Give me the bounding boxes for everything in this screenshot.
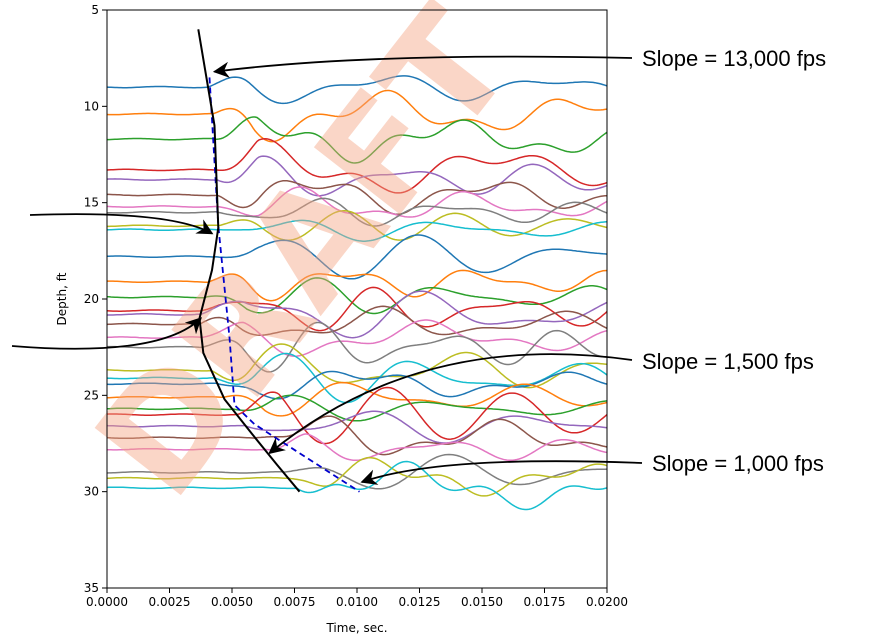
trace-line <box>107 138 607 194</box>
trace-line <box>107 89 607 143</box>
annotation-arrow <box>11 317 202 350</box>
trace-line <box>107 394 607 422</box>
trace-line <box>107 453 607 490</box>
trace-line <box>107 352 607 404</box>
y-tick-label: 10 <box>84 99 99 113</box>
x-tick-label: 0.0200 <box>586 595 628 609</box>
trace-line <box>107 75 607 105</box>
trace-line <box>107 277 607 315</box>
x-tick-label: 0.0175 <box>524 595 566 609</box>
annotation-arrow <box>29 213 214 235</box>
slope-annotation-label: Slope = 1,000 fps <box>652 451 824 476</box>
annotation-arrow <box>268 353 633 455</box>
trace-line <box>107 290 607 339</box>
trace-line <box>107 286 607 332</box>
x-axis-title: Time, sec. <box>325 621 387 635</box>
trace-line <box>107 433 607 462</box>
first-break-line <box>197 29 301 493</box>
trace-line <box>107 370 607 400</box>
y-tick-label: 15 <box>84 196 99 210</box>
trace-line <box>107 197 607 227</box>
trace-line <box>107 155 607 197</box>
trace-line <box>107 456 607 497</box>
trace-line <box>107 386 607 445</box>
y-tick-label: 30 <box>84 485 99 499</box>
seismic-traces <box>107 75 607 511</box>
slope-annotation-label: Slope = 13,000 fps <box>642 46 826 71</box>
annotation-arrow <box>360 460 643 485</box>
y-tick-label: 20 <box>84 292 99 306</box>
draft-watermark: DRAFT <box>64 0 546 528</box>
trace-line <box>107 410 607 444</box>
y-tick-label: 25 <box>84 388 99 402</box>
first-break-curve <box>197 29 301 493</box>
x-tick-label: 0.0150 <box>461 595 503 609</box>
trace-line <box>107 415 607 456</box>
x-tick-label: 0.0075 <box>274 595 316 609</box>
y-tick-label: 35 <box>84 581 99 595</box>
slope-annotation-label: Slope = 1,500 fps <box>642 349 814 374</box>
y-tick-label: 5 <box>91 3 99 17</box>
x-tick-label: 0.0000 <box>86 595 128 609</box>
watermark-text: DRAFT <box>64 0 546 528</box>
y-axis: 5 10 15 20 25 30 35 <box>84 3 107 595</box>
trace-line <box>107 321 607 373</box>
x-tick-label: 0.0125 <box>399 595 441 609</box>
trace-line <box>107 219 607 242</box>
trace-line <box>107 381 607 417</box>
y-axis-title: Depth, ft <box>55 272 69 325</box>
trace-line <box>107 319 607 357</box>
x-tick-label: 0.0100 <box>336 595 378 609</box>
x-axis: 0.0000 0.0025 0.0050 0.0075 0.0100 0.0125 0.01… <box>86 588 628 609</box>
x-tick-label: 0.0050 <box>211 595 253 609</box>
trace-line <box>107 234 607 280</box>
trace-line <box>107 269 607 302</box>
trace-line <box>107 116 607 164</box>
trace-line <box>107 186 607 218</box>
annotation-arrow <box>212 55 633 78</box>
annotations: Slope = 13,000 fps Slope = 1,500 fps Slope… <box>11 46 826 485</box>
trace-line <box>107 179 607 216</box>
trace-line <box>107 460 607 511</box>
x-tick-label: 0.0025 <box>149 595 191 609</box>
